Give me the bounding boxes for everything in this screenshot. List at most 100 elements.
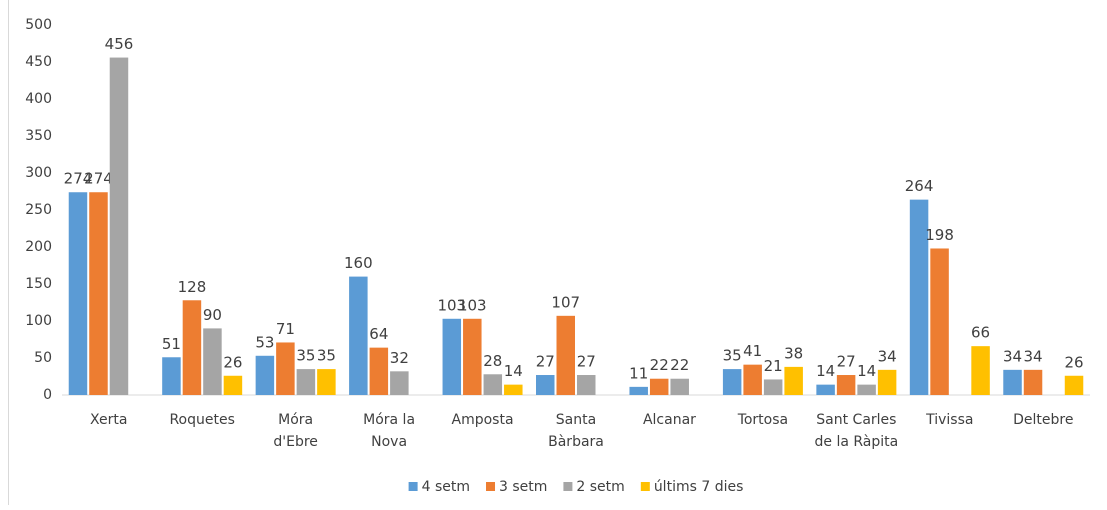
bar bbox=[504, 384, 523, 395]
bar bbox=[816, 384, 835, 395]
data-label: 22 bbox=[650, 356, 669, 374]
data-label: 51 bbox=[162, 335, 181, 353]
bar bbox=[722, 369, 742, 395]
data-label: 128 bbox=[178, 278, 207, 296]
data-label: 26 bbox=[223, 353, 242, 371]
bar bbox=[369, 347, 389, 395]
data-label: 22 bbox=[670, 356, 689, 374]
data-label: 34 bbox=[878, 347, 897, 365]
data-label: 198 bbox=[925, 226, 954, 244]
data-label: 28 bbox=[483, 352, 502, 370]
bar bbox=[1064, 375, 1084, 395]
x-tick-label: Xerta bbox=[90, 412, 127, 428]
x-tick-label: Móra d'Ebre bbox=[273, 412, 318, 450]
x-tick-label: Sant Carles de la Ràpita bbox=[815, 412, 899, 450]
x-tick-label: Santa Bàrbara bbox=[548, 412, 604, 450]
x-tick-label: Deltebre bbox=[1013, 412, 1073, 428]
y-tick-label: 500 bbox=[25, 17, 52, 33]
bar bbox=[162, 357, 181, 395]
data-label: 14 bbox=[504, 362, 523, 380]
bar bbox=[68, 192, 88, 395]
x-tick-label: Alcanar bbox=[643, 412, 696, 428]
data-label: 66 bbox=[971, 324, 990, 342]
data-label: 103 bbox=[437, 296, 466, 314]
bar bbox=[629, 386, 648, 395]
legend-swatch bbox=[408, 482, 418, 491]
y-tick-label: 450 bbox=[25, 54, 52, 70]
data-label: 27 bbox=[536, 353, 555, 371]
data-label: 456 bbox=[105, 35, 134, 53]
data-label: 14 bbox=[857, 362, 876, 380]
x-tick-label: Móra la Nova bbox=[363, 412, 415, 450]
data-label: 274 bbox=[84, 170, 113, 188]
data-label: 14 bbox=[816, 362, 835, 380]
y-tick-label: 400 bbox=[25, 91, 52, 107]
bar bbox=[649, 378, 669, 395]
bar bbox=[317, 369, 336, 395]
legend-swatch bbox=[563, 482, 573, 491]
bar bbox=[857, 384, 876, 395]
bar bbox=[296, 369, 316, 395]
bar bbox=[182, 300, 202, 395]
bar bbox=[483, 374, 503, 395]
bar bbox=[971, 346, 990, 395]
data-label: 38 bbox=[784, 344, 803, 362]
data-label: 34 bbox=[1003, 347, 1022, 365]
legend-label: 3 setm bbox=[499, 479, 547, 495]
data-label: 103 bbox=[458, 296, 487, 314]
y-tick-label: 200 bbox=[25, 239, 52, 255]
y-tick-label: 50 bbox=[34, 350, 52, 366]
bar bbox=[89, 192, 108, 395]
data-label: 107 bbox=[551, 293, 580, 311]
y-tick-label: 300 bbox=[25, 165, 52, 181]
x-tick-label: Roquetes bbox=[169, 412, 234, 428]
data-label: 27 bbox=[577, 353, 596, 371]
data-label: 274 bbox=[64, 170, 93, 188]
data-label: 90 bbox=[203, 306, 222, 324]
data-label: 35 bbox=[317, 347, 336, 365]
data-label: 35 bbox=[296, 347, 315, 365]
bar bbox=[1003, 369, 1022, 395]
bar bbox=[784, 366, 803, 395]
data-label: 71 bbox=[276, 320, 295, 338]
data-label: 35 bbox=[723, 347, 742, 365]
bar bbox=[255, 355, 275, 395]
y-tick-label: 350 bbox=[25, 128, 52, 144]
data-label: 264 bbox=[905, 177, 934, 195]
bar bbox=[877, 369, 897, 395]
x-tick-label: Tivissa bbox=[925, 412, 973, 428]
data-label: 34 bbox=[1023, 347, 1042, 365]
legend-label: 4 setm bbox=[422, 479, 470, 495]
x-tick-label: Amposta bbox=[452, 412, 514, 428]
data-label: 21 bbox=[764, 357, 783, 375]
y-tick-label: 250 bbox=[25, 202, 52, 218]
y-tick-label: 150 bbox=[25, 276, 52, 292]
bar bbox=[670, 378, 689, 395]
bar bbox=[909, 199, 929, 395]
bar bbox=[536, 375, 555, 395]
data-label: 53 bbox=[255, 333, 274, 351]
bar bbox=[390, 371, 409, 395]
legend-label: 2 setm bbox=[576, 479, 624, 495]
y-tick-label: 100 bbox=[25, 313, 52, 329]
bar bbox=[463, 318, 482, 395]
bar bbox=[276, 342, 295, 395]
data-label: 32 bbox=[390, 349, 409, 367]
bar bbox=[109, 57, 129, 396]
bar bbox=[577, 375, 596, 395]
bar bbox=[763, 379, 783, 395]
bar bbox=[223, 375, 243, 395]
legend-swatch bbox=[640, 482, 650, 491]
bar bbox=[1023, 369, 1043, 395]
legend-swatch bbox=[486, 482, 496, 491]
bar bbox=[349, 276, 368, 395]
bar bbox=[836, 375, 856, 395]
bar bbox=[556, 315, 575, 395]
data-label: 160 bbox=[344, 254, 373, 272]
bar bbox=[442, 318, 462, 395]
legend-label: últims 7 dies bbox=[654, 479, 744, 495]
data-label: 27 bbox=[837, 353, 856, 371]
y-tick-label: 0 bbox=[43, 387, 52, 403]
data-label: 64 bbox=[369, 325, 388, 343]
